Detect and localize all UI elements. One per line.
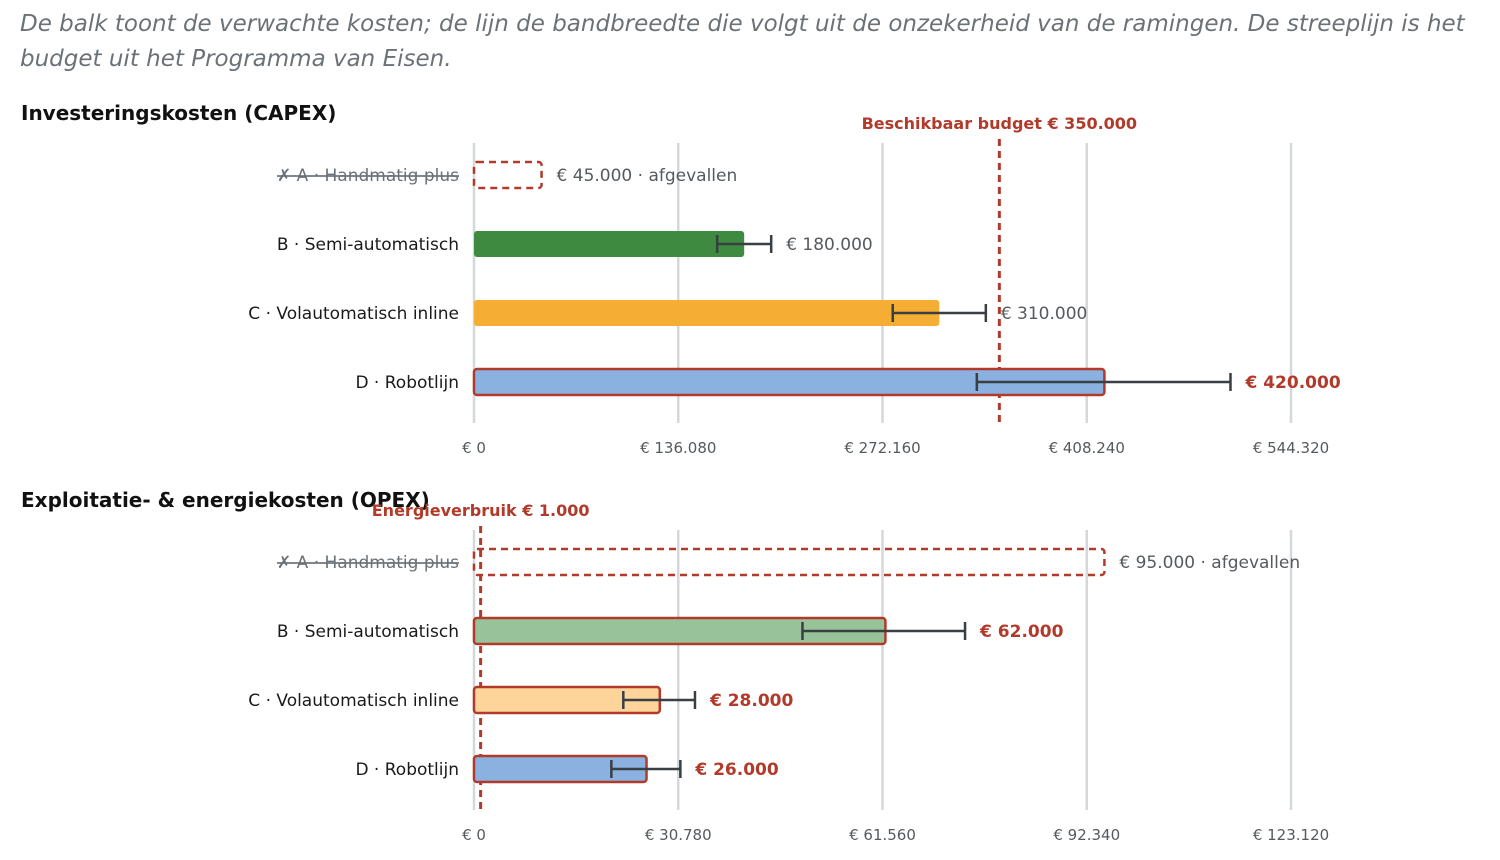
category-label: ✗ A · Handmatig plus <box>277 166 459 186</box>
value-label: € 62.000 <box>979 622 1064 642</box>
category-label: B · Semi-automatisch <box>277 235 459 255</box>
error-bar <box>801 622 967 640</box>
value-label: € 420.000 <box>1244 373 1340 393</box>
x-tick-label: € 0 <box>462 826 486 844</box>
reference-line-label: Energieverbruik € 1.000 <box>372 501 590 520</box>
bar-excluded <box>472 160 543 190</box>
value-label: € 95.000 · afgevallen <box>1119 553 1300 573</box>
category-label: C · Volautomatisch inline <box>248 304 459 324</box>
value-label: € 310.000 <box>1001 304 1088 324</box>
x-tick-label: € 30.780 <box>645 826 712 844</box>
error-bar <box>622 691 697 709</box>
category-label: D · Robotlijn <box>355 760 459 780</box>
bar <box>474 231 745 257</box>
value-label: € 180.000 <box>786 235 873 255</box>
error-bar <box>891 304 988 322</box>
value-label: € 26.000 <box>694 760 779 780</box>
error-bar <box>715 235 773 253</box>
value-label: € 45.000 · afgevallen <box>557 166 738 186</box>
category-label: B · Semi-automatisch <box>277 622 459 642</box>
intro-text: De balk toont de verwachte kosten; de li… <box>20 11 1465 72</box>
x-tick-label: € 61.560 <box>849 826 916 844</box>
reference-line-label: Beschikbaar budget € 350.000 <box>862 114 1137 133</box>
opex-chart: € 0 € 30.780 € 61.560 € 92.340 € 123.120 Ener… <box>248 501 1329 844</box>
x-tick-label: € 544.320 <box>1253 439 1329 457</box>
error-bar <box>610 760 682 778</box>
opex-chart-title: Exploitatie- & energiekosten (OPEX) <box>21 488 430 512</box>
x-tick-label: € 0 <box>462 439 486 457</box>
x-tick-label: € 92.340 <box>1053 826 1120 844</box>
category-label: C · Volautomatisch inline <box>248 691 459 711</box>
x-tick-label: € 123.120 <box>1253 826 1329 844</box>
category-label: D · Robotlijn <box>355 373 459 393</box>
capex-chart-title: Investeringskosten (CAPEX) <box>21 101 337 125</box>
error-bar <box>975 373 1232 391</box>
bar <box>474 300 940 326</box>
x-tick-label: € 136.080 <box>640 439 716 457</box>
x-tick-label: € 408.240 <box>1049 439 1125 457</box>
category-label: ✗ A · Handmatig plus <box>277 553 459 573</box>
value-label: € 28.000 <box>709 691 794 711</box>
x-tick-label: € 272.160 <box>844 439 920 457</box>
bar-excluded <box>472 547 1106 577</box>
capex-chart: € 0 € 136.080 € 272.160 € 408.240 € 544.320 B… <box>248 114 1341 457</box>
